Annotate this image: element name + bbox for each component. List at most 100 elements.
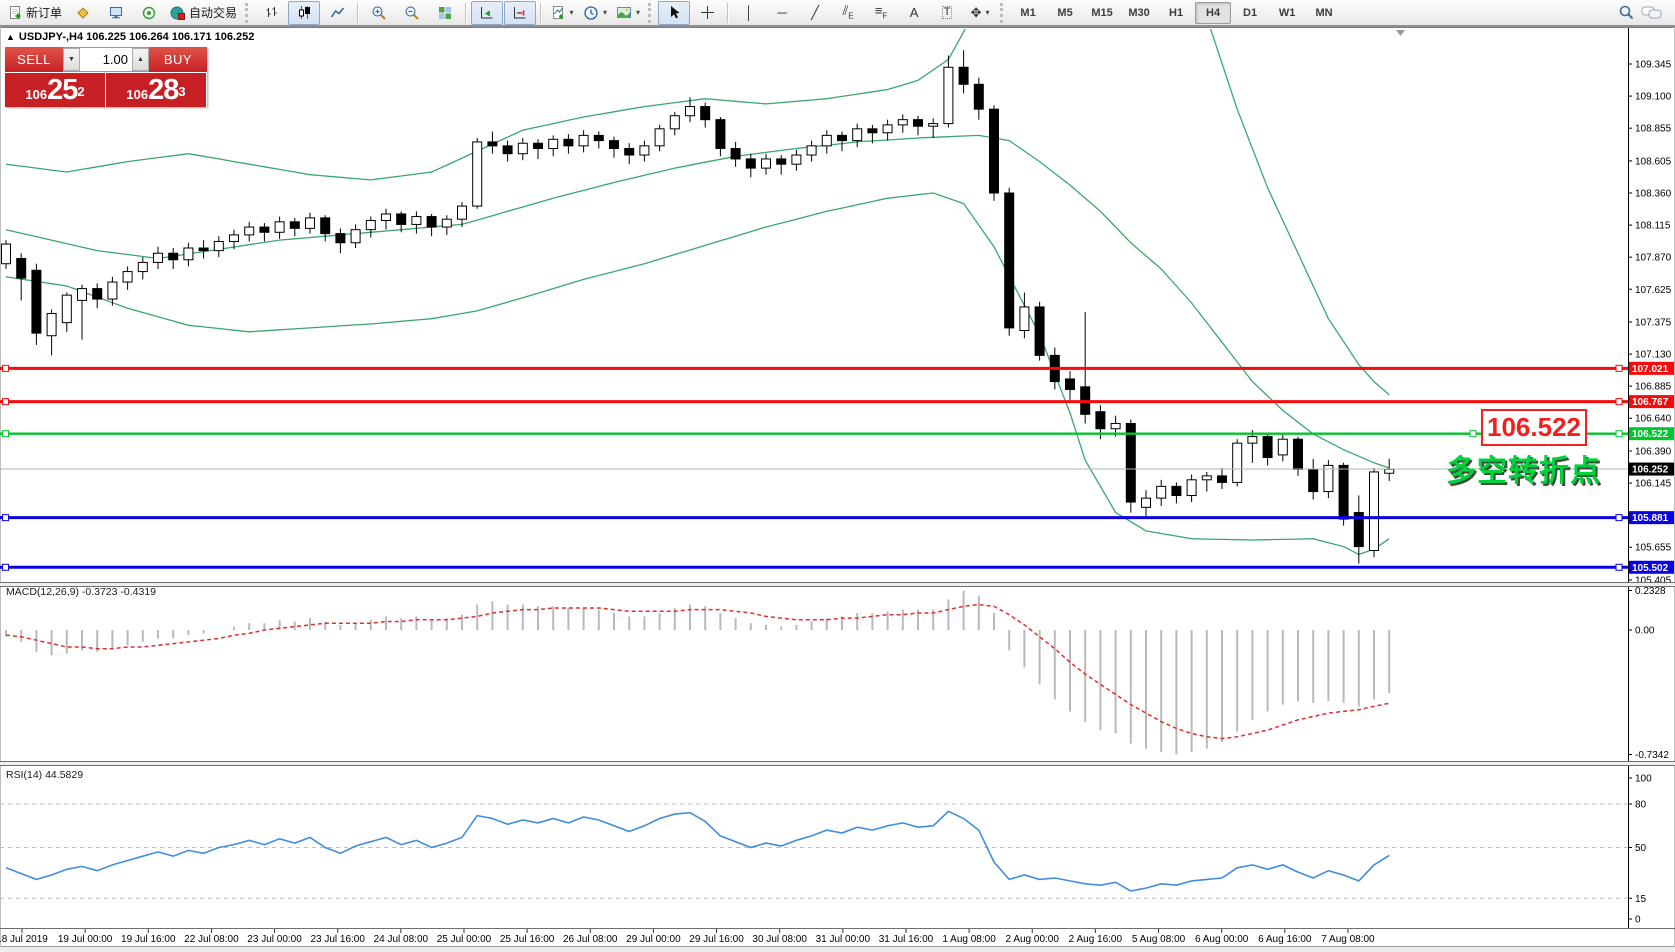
candle — [213, 236, 224, 258]
quote-panel-toggle-icon[interactable]: ▲ — [6, 32, 15, 42]
auto-scroll-button[interactable] — [471, 0, 504, 25]
candle — [639, 140, 650, 162]
signals-button[interactable] — [133, 1, 165, 25]
search-icon[interactable] — [1618, 4, 1635, 21]
bar-chart-button[interactable] — [255, 1, 287, 25]
volume-increase-button[interactable]: ▲ — [132, 48, 149, 71]
candle — [122, 266, 133, 290]
timeframe-h4[interactable]: H4 — [1195, 1, 1232, 24]
time-axis-label: 7 Aug 08:00 — [1321, 934, 1375, 945]
metaeditor-button[interactable] — [67, 1, 99, 25]
pivot-annotation-text[interactable]: 多空转折点 — [1446, 455, 1601, 488]
candle — [973, 77, 984, 120]
candle — [137, 257, 148, 280]
candle — [183, 242, 194, 267]
time-axis-label: 29 Jul 00:00 — [626, 934, 681, 945]
rsi-label: RSI(14) 44.5829 — [6, 769, 84, 781]
buy-price-prefix: 106 — [126, 87, 149, 102]
crosshair-button[interactable] — [691, 1, 723, 25]
vertical-line-button[interactable]: │ — [733, 1, 765, 25]
rsi-axis-label: 50 — [1635, 843, 1647, 854]
time-axis-label: 26 Jul 08:00 — [563, 934, 618, 945]
candle — [1186, 474, 1197, 503]
arrows-icon: ✥ — [970, 5, 982, 20]
timeframe-m30[interactable]: M30 — [1128, 6, 1150, 19]
trendline-button[interactable]: ╱ — [799, 1, 831, 25]
price-level-badge: 106.252 — [1632, 465, 1669, 476]
candle — [1034, 301, 1045, 361]
vertical-line-icon: │ — [745, 5, 754, 20]
price-annotation-box[interactable]: 106.522 — [1481, 409, 1587, 446]
toolbar-separator — [540, 2, 543, 23]
zoom-out-button[interactable] — [396, 1, 428, 25]
candlestick-chart-button[interactable] — [288, 0, 321, 25]
periods-button[interactable]: ▾ — [579, 1, 611, 25]
text-label-button[interactable]: T — [931, 1, 963, 25]
candle — [776, 155, 787, 175]
toolbar-grip — [245, 2, 251, 23]
chart-shift-icon — [514, 6, 526, 18]
candle — [305, 212, 315, 234]
price-axis-label: 107.625 — [1635, 285, 1672, 296]
cursor-button[interactable] — [658, 0, 691, 25]
equidistant-channel-button[interactable]: ⫽E — [832, 1, 864, 25]
chart-shift-marker[interactable] — [1396, 30, 1405, 36]
candle — [16, 253, 27, 301]
macd-axis-label: 0.2328 — [1635, 586, 1666, 597]
price-axis-label: 105.405 — [1635, 575, 1672, 586]
candle — [46, 309, 57, 356]
templates-button[interactable]: ▾ — [612, 1, 644, 25]
horizontal-line-button[interactable]: ─ — [766, 1, 798, 25]
text-button[interactable]: A — [898, 1, 930, 25]
candle — [168, 247, 179, 269]
volume-input[interactable] — [80, 48, 132, 71]
candle — [624, 143, 635, 165]
timeframe-m5[interactable]: M5 — [1057, 6, 1073, 19]
buy-price-main: 28 — [148, 74, 179, 106]
timeframe-w1[interactable]: W1 — [1278, 6, 1296, 19]
buy-price-display[interactable]: 106 28 3 — [106, 73, 206, 107]
time-axis-label: 22 Jul 08:00 — [184, 934, 239, 945]
market-watch-button[interactable] — [100, 1, 132, 25]
chat-icon[interactable] — [1641, 5, 1663, 21]
new-order-button[interactable]: 新订单 — [4, 1, 66, 25]
volume-decrease-button[interactable]: ▼ — [63, 48, 80, 71]
time-axis-label: 23 Jul 16:00 — [310, 934, 365, 945]
fibonacci-icon: ≡F — [874, 3, 888, 21]
fibonacci-button[interactable]: ≡F — [865, 1, 897, 25]
time-axis-label: 31 Jul 00:00 — [816, 934, 871, 945]
zoom-in-button[interactable] — [363, 1, 395, 25]
buy-button[interactable]: BUY — [149, 47, 207, 72]
arrows-button[interactable]: ✥ ▾ — [964, 1, 996, 25]
add-indicator-button[interactable]: ▾ — [546, 1, 578, 25]
candle — [533, 139, 543, 159]
candle — [1156, 479, 1167, 506]
candle — [1232, 439, 1243, 487]
timeframe-mn[interactable]: MN — [1315, 6, 1333, 19]
zoom-in-icon — [372, 6, 386, 20]
timeframe-m1[interactable]: M1 — [1020, 6, 1036, 19]
candle — [1125, 419, 1136, 513]
candle — [593, 131, 604, 149]
price-axis-label: 108.605 — [1635, 156, 1672, 167]
autotrading-button[interactable]: 自动交易 — [166, 1, 241, 25]
candle — [791, 149, 802, 171]
metaeditor-icon — [77, 6, 89, 19]
candle — [1004, 187, 1015, 336]
candle — [411, 211, 422, 234]
time-axis-label: 18 Jul 2019 — [0, 934, 48, 945]
timeframe-h1[interactable]: H1 — [1169, 6, 1184, 19]
tile-windows-button[interactable] — [429, 1, 461, 25]
timeframe-d1[interactable]: D1 — [1243, 6, 1258, 19]
rsi-axis-label: 15 — [1635, 894, 1647, 905]
candle — [821, 130, 832, 154]
timeframe-m15[interactable]: M15 — [1091, 6, 1113, 19]
chart-shift-button[interactable] — [504, 0, 537, 25]
macd-axis-label: 0.00 — [1635, 626, 1655, 637]
sell-price-display[interactable]: 106 25 2 — [5, 73, 105, 107]
line-chart-button[interactable] — [321, 1, 353, 25]
candle — [1171, 482, 1182, 504]
price-axis-label: 105.655 — [1635, 543, 1672, 554]
sell-button[interactable]: SELL — [5, 47, 63, 72]
